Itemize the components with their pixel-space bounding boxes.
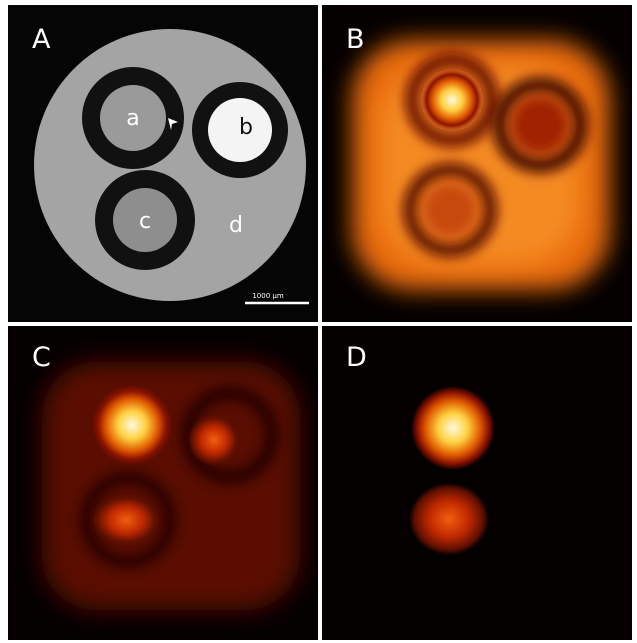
panel-label: A	[32, 24, 51, 55]
hot-spot	[411, 386, 495, 470]
spot	[510, 95, 570, 155]
spot	[188, 414, 240, 466]
background	[322, 326, 632, 640]
annotation: a	[126, 106, 139, 131]
spot	[409, 483, 489, 555]
panel-b: B	[322, 5, 632, 322]
spot	[92, 494, 160, 546]
panel-label: C	[32, 342, 51, 373]
annotation: b	[239, 115, 253, 140]
panel-label: D	[346, 342, 367, 373]
figure: 1000 µm a b c d A B C D	[0, 0, 637, 643]
spot	[422, 182, 478, 238]
hot-spot	[422, 70, 482, 130]
panel-label: B	[346, 24, 365, 55]
panel-d: D	[322, 326, 632, 640]
hot-spot	[92, 385, 172, 465]
panel-a: 1000 µm a b c d A	[8, 5, 318, 322]
scale-bar-label: 1000 µm	[252, 292, 283, 300]
panel-c: C	[8, 326, 318, 640]
annotation: d	[229, 213, 243, 238]
annotation: c	[139, 209, 151, 234]
